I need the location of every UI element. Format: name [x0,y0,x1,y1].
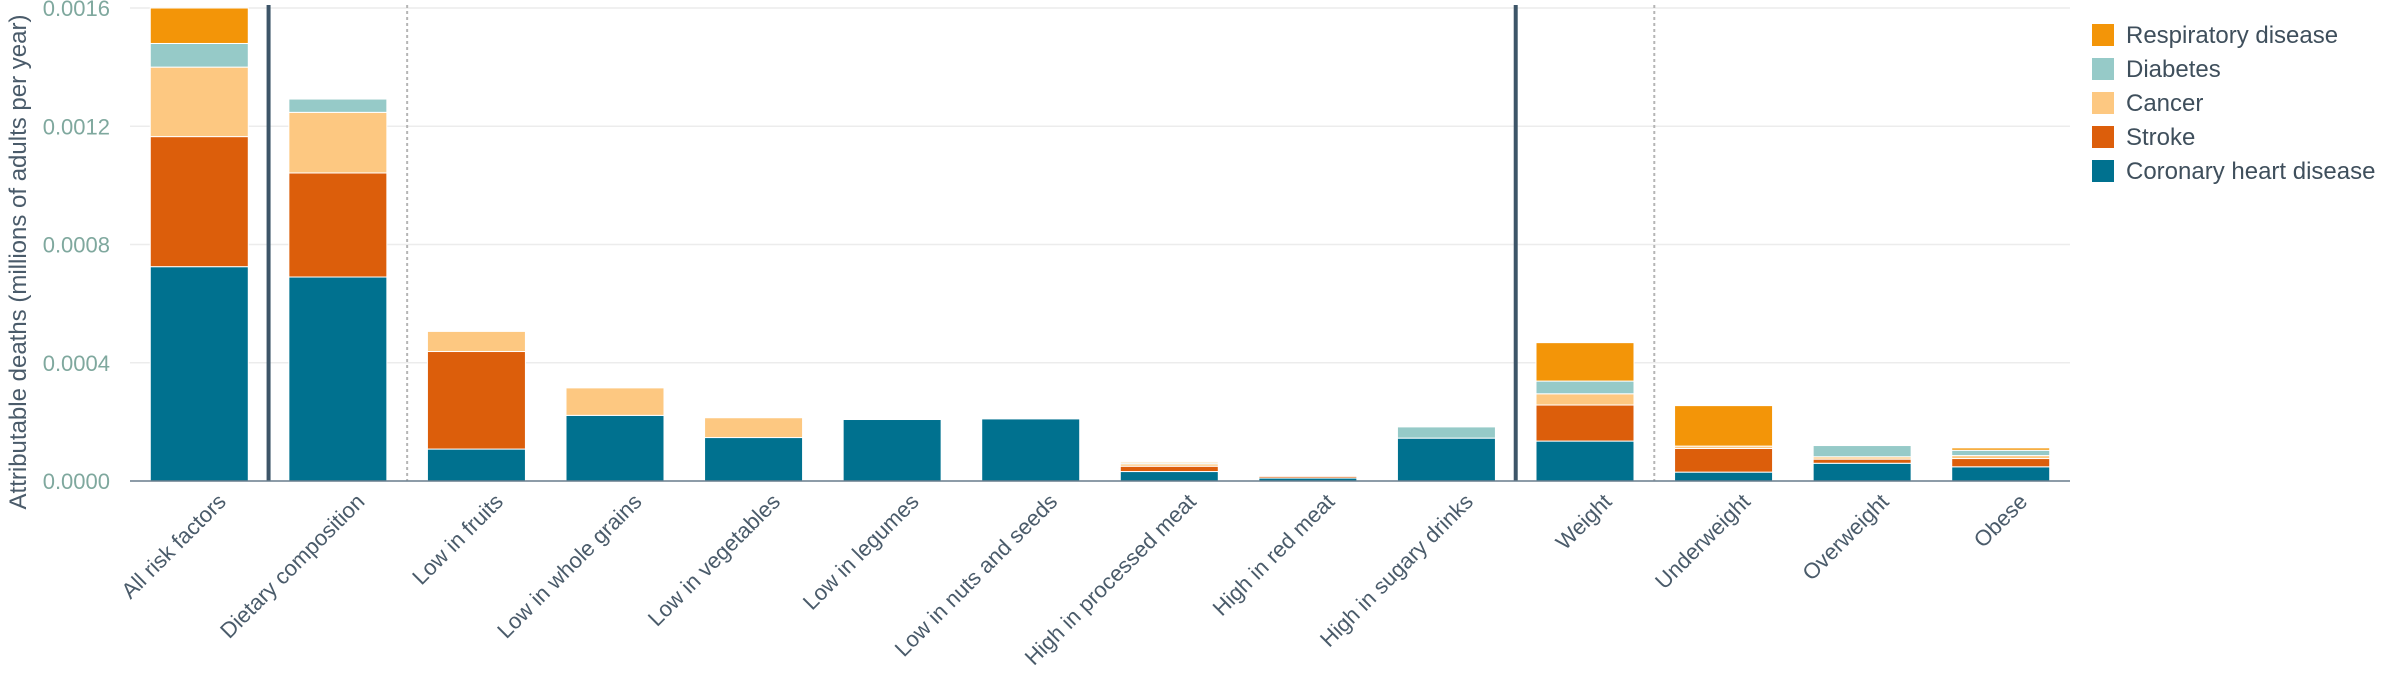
group-separators [266,5,1656,481]
bar-segment [426,351,526,450]
x-tick-label: All risk factors [116,489,230,603]
bar-segment [1119,460,1219,464]
bar-segment [1951,447,2051,451]
bar-segment [1812,458,1912,464]
bar-segment [1951,449,2051,457]
x-tick-label: High in sugary drinks [1315,489,1478,652]
bar-segment [1951,466,2051,482]
legend-swatch [2092,160,2114,182]
bar-segment [149,66,249,138]
bar-segment [149,7,249,44]
bar-segment [1535,393,1635,406]
bars [149,7,2051,482]
bar-segment [1396,426,1496,439]
bar-segment [1674,405,1774,447]
legend-label: Respiratory disease [2126,22,2338,49]
legend-swatch [2092,126,2114,148]
bar-segment [288,172,388,278]
legend: Respiratory disease Diabetes Cancer Stroke C… [2092,22,2375,185]
bar-segment [1119,471,1219,482]
bar-segment [149,136,249,268]
bar-segment [565,387,665,416]
bar-segment [1674,471,1774,482]
legend-swatch [2092,24,2114,46]
bar-segment [1119,465,1219,473]
bar-segment [1535,380,1635,395]
y-tick-label: 0.0000 [43,469,110,494]
bar-segment [149,42,249,68]
bar-segment [426,448,526,482]
y-tick-label: 0.0004 [43,351,110,376]
x-tick-label: Weight [1551,489,1617,555]
bar-segment [149,266,249,482]
bar-segment [981,418,1081,482]
bar-segment [426,330,526,353]
bar-segment [1812,445,1912,458]
x-tick-label: Low in fruits [407,489,508,590]
bar-segment [565,414,665,482]
legend-label: Stroke [2126,124,2195,151]
legend-label: Diabetes [2126,56,2221,83]
legend-swatch [2092,92,2114,114]
bar-segment [288,98,388,113]
legend-label: Coronary heart disease [2126,158,2375,185]
bar-segment [288,111,388,174]
bar-segment [1535,440,1635,482]
x-tick-label: Dietary composition [215,489,369,643]
bar-segment [1812,444,1912,447]
y-axis-ticks: 0.0000 0.0004 0.0008 0.0012 0.0016 [43,0,110,494]
x-tick-label: Underweight [1650,489,1755,594]
y-tick-label: 0.0008 [43,233,110,258]
legend-swatch [2092,58,2114,80]
x-tick-label: Low in whole grains [492,489,646,643]
x-tick-label: High in red meat [1208,489,1340,621]
x-tick-label: Overweight [1797,489,1893,585]
bar-segment [704,417,804,439]
x-tick-label: Low in vegetables [643,489,785,631]
bar-segment [704,437,804,482]
bar-segment [1812,462,1912,482]
y-tick-label: 0.0016 [43,0,110,21]
x-tick-label: Low in legumes [798,489,924,615]
bar-segment [1674,447,1774,473]
bar-segment [842,419,942,482]
y-tick-label: 0.0012 [43,114,110,139]
legend-label: Cancer [2126,90,2203,117]
gridlines [130,7,2070,482]
bar-segment [288,276,388,482]
bar-segment [1535,404,1635,442]
bar-segment [1535,342,1635,382]
y-axis-title: Attributable deaths (millions of adults … [5,15,32,510]
bar-segment [1396,437,1496,482]
bar-segment [1951,458,2051,468]
x-tick-label: Obese [1969,489,2033,553]
